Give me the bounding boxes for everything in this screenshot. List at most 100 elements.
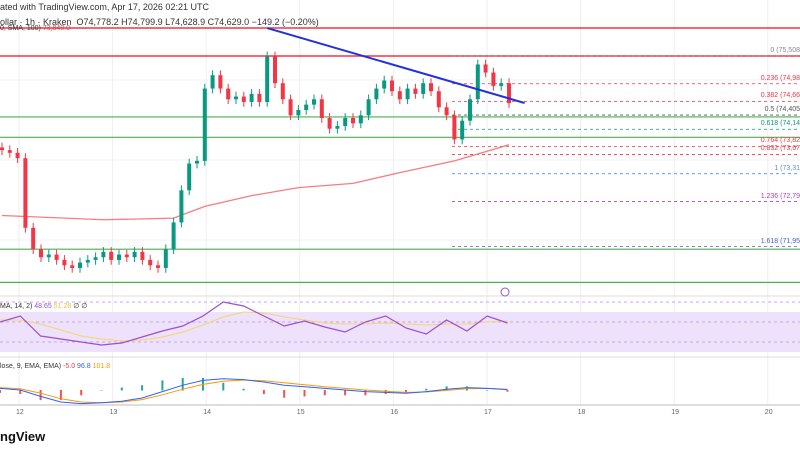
candle-body — [444, 107, 449, 116]
rsi-ma-value: 51.28 — [53, 303, 72, 310]
symbol-name: ollar · 1h · Kraken — [0, 17, 72, 27]
macd-histogram-bar — [364, 390, 367, 396]
macd-histogram-bar — [161, 380, 164, 391]
candle-body — [171, 222, 176, 250]
x-tick-label: 20 — [764, 409, 773, 416]
sma-100-line — [1, 144, 510, 221]
candle-body — [335, 126, 340, 129]
x-tick-label: 15 — [296, 409, 305, 416]
candle-body — [319, 99, 324, 119]
x-tick-label: 16 — [390, 409, 399, 416]
macd-histogram-bar — [80, 390, 83, 396]
candle-body — [31, 227, 36, 250]
macd-line — [0, 378, 508, 405]
macd-histogram-bar — [506, 390, 509, 392]
sma-label: 0, SMA, 100) — [0, 25, 41, 32]
candle-body — [382, 80, 387, 89]
fib-level-label: 1.236 (72,79 — [760, 192, 800, 200]
macd-label: lose, 9, EMA, EMA) — [0, 363, 62, 370]
macd-histogram-bar — [344, 390, 347, 396]
candle-body — [0, 147, 4, 151]
trendline — [266, 27, 525, 104]
event-marker-icon — [500, 287, 510, 297]
macd-histogram-bar — [445, 386, 448, 391]
candle-body — [273, 56, 277, 84]
candle-body — [421, 83, 426, 94]
rsi-legend: MA, 14, 2) 48.65 51.28 ∅ ∅ — [0, 302, 87, 310]
candle-body — [124, 254, 129, 258]
candle-body — [296, 109, 301, 116]
candle-body — [265, 56, 270, 102]
rsi-extra: ∅ ∅ — [73, 303, 88, 310]
macd-histogram-bar — [120, 387, 123, 391]
macd-histogram-bar — [262, 390, 265, 395]
candle-body — [163, 249, 168, 268]
candle-body — [491, 72, 496, 86]
x-tick-label: 18 — [577, 409, 586, 416]
candle-body — [202, 88, 207, 161]
candle-body — [234, 96, 238, 100]
candle-body — [15, 152, 20, 159]
candle-body — [460, 120, 465, 140]
candle-body — [499, 83, 504, 86]
candle-body — [39, 249, 43, 258]
fib-level-label: 1.618 (71,95 — [760, 237, 800, 245]
macd-histogram-bar — [141, 385, 144, 391]
sma-value: 73,840.0 — [42, 25, 71, 32]
candle-body — [156, 265, 160, 268]
macd-histogram-bar — [323, 390, 326, 396]
symbol-legend: ollar · 1h · Kraken O74,778.2 H74,799.9 … — [0, 17, 319, 27]
candle-body — [117, 254, 121, 260]
candle-body — [397, 91, 402, 100]
candle-body — [148, 259, 153, 266]
candle-body — [70, 265, 75, 268]
candle-body — [7, 150, 12, 153]
macd-value: 96.8 — [77, 363, 91, 370]
candle-body — [109, 251, 114, 260]
rsi-ma-line — [0, 311, 508, 342]
rsi-value: 48.65 — [34, 303, 52, 310]
macd-histogram-bar — [100, 390, 103, 391]
candle-body — [312, 99, 316, 105]
macd-histogram-bar — [425, 388, 428, 391]
candle-body — [374, 88, 379, 100]
x-tick-label: 19 — [671, 409, 679, 416]
candle-body — [179, 190, 184, 223]
candle-body — [101, 251, 106, 258]
macd-histogram-bar — [303, 390, 306, 397]
macd-legend: lose, 9, EMA, EMA) -5.0 96.8 101.8 — [0, 363, 110, 370]
fib-level-label: 0.618 (74,14 — [760, 120, 800, 128]
candle-body — [475, 64, 480, 100]
candle-body — [210, 75, 215, 89]
rsi-band — [0, 312, 800, 352]
macd-histogram-bar — [405, 390, 407, 393]
macd-histogram-bar — [39, 390, 42, 401]
fib-level-label: 0.5 (74,405 — [764, 106, 800, 114]
candle-body — [390, 80, 394, 92]
macd-histogram-bar — [222, 382, 225, 391]
candle-body — [93, 257, 98, 260]
candle-body — [483, 64, 488, 73]
macd-histogram-bar — [19, 390, 22, 395]
candle-body — [507, 83, 511, 104]
candle-body — [46, 254, 51, 258]
candle-body — [85, 259, 90, 263]
candle-body — [413, 88, 418, 94]
tradingview-logo: ngView — [0, 429, 46, 444]
candle-body — [327, 118, 332, 129]
candle-body — [132, 251, 137, 258]
ohlc-values: O74,778.2 H74,799.9 L74,628.9 C74,629.0 … — [76, 17, 319, 27]
candle-body — [304, 104, 309, 110]
macd-histogram-bar — [0, 390, 1, 393]
rsi-line — [0, 301, 508, 346]
x-tick-label: 17 — [484, 409, 492, 416]
candle-body — [366, 99, 371, 116]
macd-signal-value: 101.8 — [92, 363, 111, 370]
x-tick-label: 12 — [16, 409, 24, 416]
macd-histogram-bar — [283, 390, 286, 398]
candle-body — [78, 262, 82, 268]
candle-body — [351, 118, 355, 124]
macd-histogram-bar — [181, 378, 184, 391]
fib-level-label: 0 (75,508 — [770, 47, 800, 54]
